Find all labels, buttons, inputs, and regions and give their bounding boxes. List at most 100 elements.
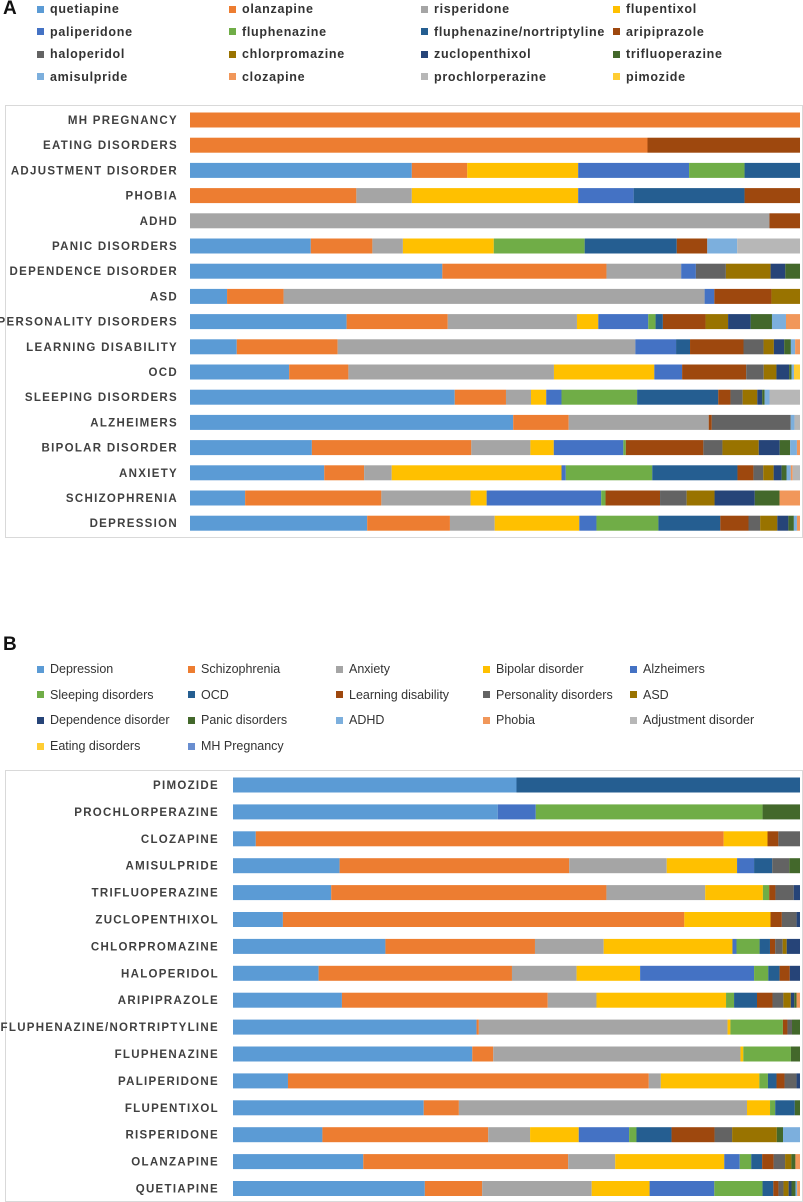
bar-segment-amisulpride-panic-disorders: [789, 858, 800, 874]
bar-segment-trifluoperazine-schizophrenia: [331, 885, 607, 901]
bar-segment-zuclopenthixol-bipolar-disorder: [684, 912, 771, 927]
legend-item-sleeping-disorders: Sleeping disorders: [37, 688, 154, 702]
bar-segment-panic-disorders-risperidone: [372, 238, 403, 254]
bar-segment-asd-aripiprazole: [714, 288, 772, 304]
category-label-adhd: ADHD: [140, 216, 178, 228]
legend-label: clozapine: [242, 69, 306, 84]
bar-segment-risperidone-asd: [732, 1127, 777, 1143]
bar-segment-panic-disorders-fluphenazine: [493, 238, 585, 254]
bar-segment-fluphenazine-nortriptyline-panic-disorders: [792, 1019, 800, 1035]
bar-segment-aripiprazole-dependence-disorder: [790, 992, 795, 1008]
bar-segment-schizophrenia-zuclopenthixol: [714, 490, 755, 506]
category-label-chlorpromazine: CHLORPROMAZINE: [91, 941, 219, 953]
bar-segment-dependence-disorder-risperidone: [606, 263, 682, 279]
bar-segment-quetiapine-schizophrenia: [424, 1181, 483, 1196]
bar-segment-dependence-disorder-zuclopenthixol: [770, 263, 786, 279]
bar-segment-fluphenazine-nortriptyline-bipolar-disorder: [727, 1019, 731, 1035]
bar-segment-personality-disorders-chlorpromazine: [705, 314, 729, 330]
legend-item-haloperidol: haloperidol: [37, 47, 125, 61]
bar-segment-fluphenazine-nortriptyline-anxiety: [478, 1019, 728, 1035]
legend-item-prochlorperazine: prochlorperazine: [421, 70, 547, 84]
legend-item-depression: Depression: [37, 662, 113, 676]
bar-segment-clozapine-schizophrenia: [255, 831, 724, 847]
legend-label: flupentixol: [626, 2, 697, 16]
legend-label: haloperidol: [50, 47, 126, 61]
bar-segment-fluphenazine-nortriptyline-schizophrenia: [476, 1019, 479, 1035]
bar-segment-anxiety-fluphenazine: [565, 465, 653, 481]
bar-segment-prochlorperazine-alzheimers: [497, 804, 536, 820]
bar-segment-bipolar-disorder-risperidone: [471, 440, 531, 456]
legend-item-aripiprazole: aripiprazole: [613, 25, 705, 39]
bar-segment-sleeping-disorders-amisulpride: [764, 389, 770, 405]
bar-segment-olanzapine-ocd: [751, 1154, 763, 1170]
bar-segment-personality-disorders-zuclopenthixol: [728, 314, 751, 330]
bar-segment-haloperidol-ocd: [768, 965, 780, 981]
legend-swatch: [37, 73, 44, 80]
legend-swatch: [613, 73, 620, 80]
bar-segment-panic-disorders-prochlorperazine: [737, 238, 800, 254]
bar-segment-eating-disorders-aripiprazole: [647, 137, 800, 153]
bar-segment-paliperidone-learning-disability: [776, 1073, 785, 1089]
bar-segment-sleeping-disorders-aripiprazole: [718, 389, 731, 405]
bar-segment-amisulpride-bipolar-disorder: [666, 858, 738, 874]
legend-label: OCD: [201, 687, 229, 702]
bar-segment-depression-paliperidone: [579, 515, 597, 531]
bar-segment-aripiprazole-learning-disability: [757, 992, 773, 1008]
bar-segment-anxiety-chlorpromazine: [763, 465, 774, 481]
bar-segment-bipolar-disorder-flupentixol: [530, 440, 554, 456]
bar-segment-olanzapine-learning-disability: [762, 1154, 774, 1170]
legend-item-personality-disorders: Personality disorders: [483, 688, 613, 702]
legend-label: zuclopenthixol: [434, 47, 532, 61]
bar-segment-depression-haloperidol: [748, 515, 761, 531]
bar-segment-sleeping-disorders-chlorpromazine: [742, 389, 758, 405]
bar-segment-quetiapine-personality-disorders: [778, 1181, 784, 1196]
bar-segment-anxiety-trifluoperazine: [781, 465, 787, 481]
category-label-personality-disorders: PERSONALITY DISORDERS: [0, 317, 178, 329]
bar-segment-prochlorperazine-sleeping-disorders: [535, 804, 763, 820]
legend-swatch: [483, 716, 490, 724]
bar-segment-ocd-paliperidone: [654, 364, 683, 380]
bar-segment-dependence-disorder-haloperidol: [695, 263, 726, 279]
bar-segment-aripiprazole-ocd: [734, 992, 757, 1008]
bar-segment-quetiapine-sleeping-disorders: [714, 1181, 763, 1196]
bar-segment-aripiprazole-personality-disorders: [772, 992, 784, 1008]
legend-swatch: [229, 50, 236, 58]
bar-segment-fluphenazine-nortriptyline-learning-disability: [782, 1019, 788, 1035]
legend-label: Learning disability: [349, 687, 450, 702]
bar-segment-ocd-haloperidol: [746, 364, 764, 380]
legend-label: Sleeping disorders: [50, 687, 154, 702]
legend-item-quetiapine: quetiapine: [37, 2, 120, 16]
bar-segment-aripiprazole-depression: [233, 992, 342, 1008]
bar-segment-olanzapine-panic-disorders: [791, 1154, 796, 1170]
legend-label: pimozide: [626, 69, 686, 84]
legend-swatch: [37, 716, 44, 724]
bar-segment-sleeping-disorders-paliperidone: [546, 389, 562, 405]
legend-item-eating-disorders: Eating disorders: [37, 739, 140, 753]
bar-segment-clozapine-bipolar-disorder: [723, 831, 768, 847]
bar-segment-learning-disability-haloperidol: [743, 339, 764, 355]
bar-segment-schizophrenia-clozapine: [779, 490, 800, 506]
legend-item-panic-disorders: Panic disorders: [188, 713, 287, 727]
bar-segment-anxiety-risperidone: [364, 465, 392, 481]
bar-segment-phobia-fluphenazine-nortriptyline: [633, 188, 745, 204]
bar-segment-personality-disorders-flupentixol: [576, 314, 599, 330]
legend-item-ocd: OCD: [188, 688, 229, 702]
bar-segment-mh-pregnancy-olanzapine: [190, 112, 800, 128]
legend-swatch: [421, 5, 428, 13]
bar-segment-bipolar-disorder-trifluoperazine: [779, 440, 791, 456]
bar-segment-quetiapine-anxiety: [482, 1181, 592, 1196]
legend-item-flupentixol: flupentixol: [613, 2, 697, 16]
category-label-prochlorperazine: PROCHLORPERAZINE: [74, 807, 219, 819]
bar-segment-asd-paliperidone: [704, 288, 715, 304]
category-label-dependence-disorder: DEPENDENCE DISORDER: [10, 266, 178, 278]
legend-label: Panic disorders: [201, 713, 288, 728]
bar-segment-depression-zuclopenthixol: [777, 515, 789, 531]
bar-segment-risperidone-alzheimers: [578, 1127, 630, 1143]
bar-segment-amisulpride-ocd: [754, 858, 773, 874]
legend-swatch: [37, 742, 44, 750]
bar-segment-ocd-aripiprazole: [682, 364, 747, 380]
bar-segment-bipolar-disorder-quetiapine: [190, 440, 312, 456]
bar-segment-ocd-olanzapine: [289, 364, 349, 380]
bar-segment-haloperidol-anxiety: [511, 965, 577, 981]
